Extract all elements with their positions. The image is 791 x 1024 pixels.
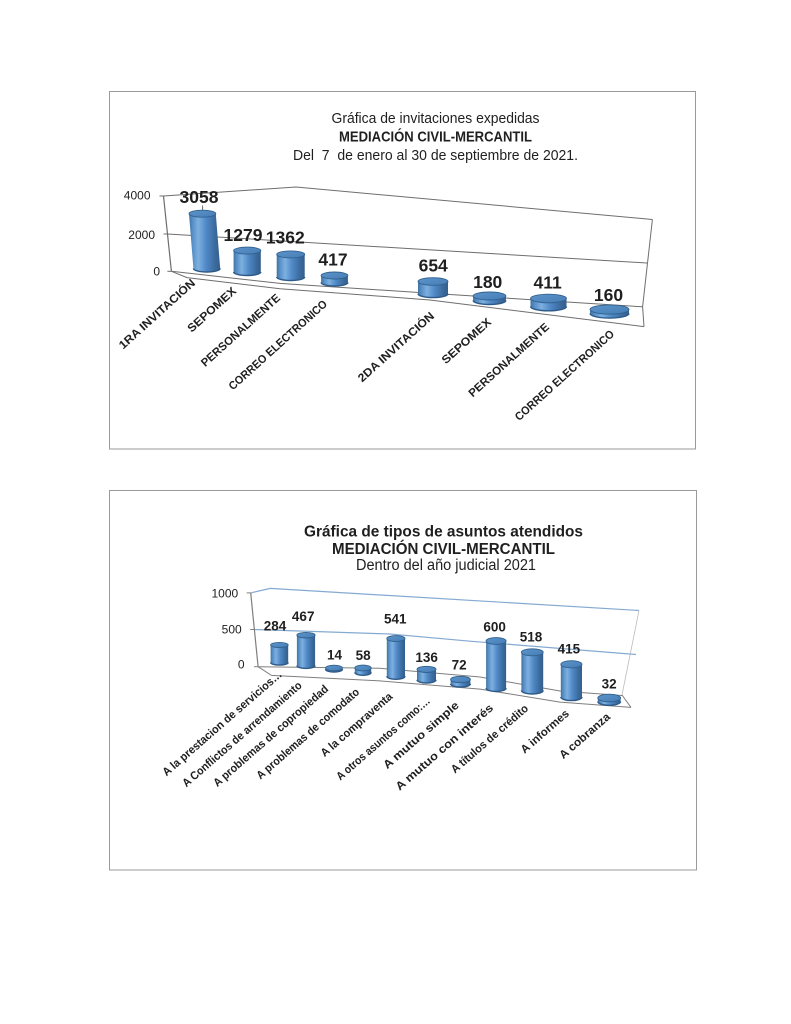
svg-text:654: 654	[419, 256, 448, 276]
svg-text:1279: 1279	[224, 225, 263, 245]
svg-text:518: 518	[520, 630, 543, 645]
svg-text:467: 467	[292, 609, 315, 624]
svg-text:415: 415	[558, 642, 581, 657]
svg-text:72: 72	[452, 657, 467, 672]
svg-text:MEDIACIÓN CIVIL-MERCANTIL: MEDIACIÓN CIVIL-MERCANTIL	[339, 128, 532, 146]
svg-text:Del 7 de enero al 30 de sept: Del 7 de enero al 30 de septiembre de 20…	[293, 147, 578, 164]
svg-text:0: 0	[153, 265, 160, 279]
svg-text:14: 14	[327, 648, 343, 663]
svg-text:58: 58	[356, 648, 372, 663]
svg-text:Dentro del año judicial 2021: Dentro del año judicial 2021	[356, 557, 536, 574]
svg-text:Gráfica de invitaciones expedi: Gráfica de invitaciones expedidas	[332, 110, 540, 127]
svg-text:160: 160	[594, 285, 623, 305]
svg-text:600: 600	[483, 620, 506, 635]
svg-text:4000: 4000	[124, 189, 151, 203]
svg-text:MEDIACIÓN CIVIL-MERCANTIL: MEDIACIÓN CIVIL-MERCANTIL	[332, 539, 555, 558]
svg-text:136: 136	[415, 650, 438, 665]
svg-text:417: 417	[318, 250, 347, 270]
svg-text:1362: 1362	[266, 228, 305, 248]
svg-text:411: 411	[533, 273, 561, 293]
svg-text:2000: 2000	[128, 228, 155, 242]
svg-text:500: 500	[222, 622, 242, 636]
svg-text:3058: 3058	[180, 187, 219, 207]
svg-text:180: 180	[473, 272, 502, 292]
svg-text:1000: 1000	[211, 587, 238, 601]
svg-text:284: 284	[264, 619, 287, 634]
svg-text:Gráfica de tipos de asuntos at: Gráfica de tipos de asuntos atendidos	[304, 524, 583, 541]
svg-text:541: 541	[384, 612, 407, 627]
svg-text:0: 0	[238, 657, 245, 671]
svg-text:32: 32	[602, 676, 617, 691]
